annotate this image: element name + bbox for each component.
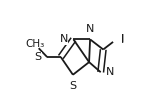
Text: CH₃: CH₃ [25,39,45,49]
Text: N: N [106,67,115,77]
Text: I: I [120,33,124,46]
Text: N: N [60,34,68,44]
Text: I: I [121,34,124,44]
Text: S: S [69,81,76,91]
Text: N: N [86,24,94,34]
Text: S: S [35,52,42,62]
